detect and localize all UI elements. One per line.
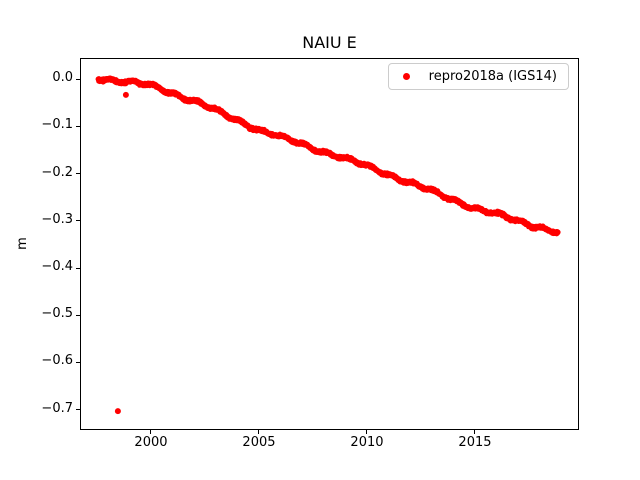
x-tick-mark	[366, 430, 368, 434]
y-tick-mark	[76, 125, 80, 127]
chart-title: NAIU E	[302, 33, 357, 52]
legend: repro2018a (IGS14)	[387, 63, 569, 90]
legend-label: repro2018a (IGS14)	[428, 69, 557, 84]
y-tick-label: −0.5	[41, 306, 73, 322]
legend-marker-dot	[402, 73, 410, 80]
y-tick-label: −0.3	[41, 211, 73, 227]
scatter-points	[95, 75, 561, 415]
y-tick-label: −0.7	[41, 400, 73, 416]
y-axis-label: m	[14, 237, 30, 250]
plot-area: repro2018a (IGS14)	[80, 58, 579, 430]
x-tick-mark	[474, 430, 476, 434]
y-tick-mark	[76, 173, 80, 175]
x-tick-label: 2005	[242, 435, 276, 450]
y-tick-mark	[76, 361, 80, 363]
y-tick-mark	[76, 314, 80, 316]
y-tick-label: −0.2	[41, 164, 73, 180]
x-tick-mark	[258, 430, 260, 434]
x-tick-label: 2015	[458, 435, 492, 450]
x-tick-label: 2000	[134, 435, 168, 450]
y-tick-mark	[76, 267, 80, 269]
y-tick-mark	[76, 78, 80, 80]
y-tick-mark	[76, 220, 80, 222]
y-tick-mark	[76, 409, 80, 411]
y-tick-label: −0.1	[41, 117, 73, 133]
y-tick-label: −0.4	[41, 259, 73, 275]
x-tick-label: 2010	[350, 435, 384, 450]
y-tick-label: 0.0	[52, 70, 73, 86]
y-tick-label: −0.6	[41, 353, 73, 369]
x-tick-mark	[150, 430, 152, 434]
